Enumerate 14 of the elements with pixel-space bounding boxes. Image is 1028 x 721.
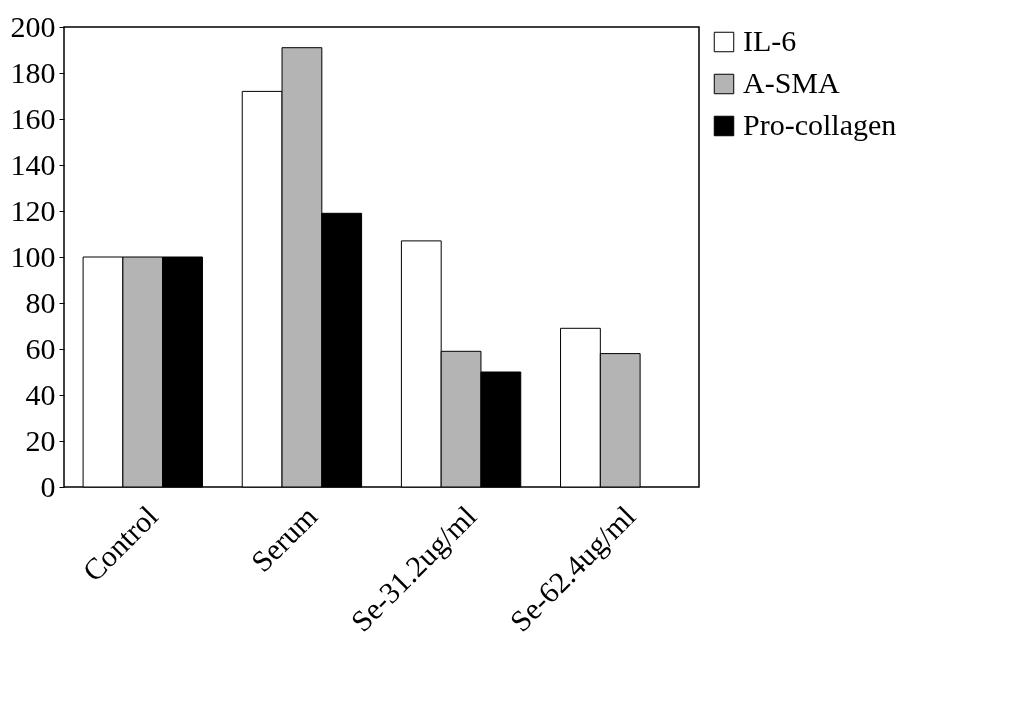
y-tick-label: 0 <box>40 469 56 503</box>
y-tick-label: 60 <box>25 331 56 365</box>
y-tick-label: 80 <box>25 285 56 319</box>
legend-label: Pro-collagen <box>743 108 897 141</box>
y-tick-label: 180 <box>10 55 56 89</box>
y-tick-label: 200 <box>10 9 56 43</box>
y-tick-label: 40 <box>25 377 56 411</box>
legend-label: A-SMA <box>743 66 841 99</box>
y-tick-label: 140 <box>10 147 56 181</box>
legend-label: IL-6 <box>743 24 797 57</box>
y-tick-label: 160 <box>10 101 56 135</box>
y-tick-label: 120 <box>10 193 56 227</box>
y-tick-label: 100 <box>10 239 56 273</box>
y-tick-label: 20 <box>25 423 56 457</box>
